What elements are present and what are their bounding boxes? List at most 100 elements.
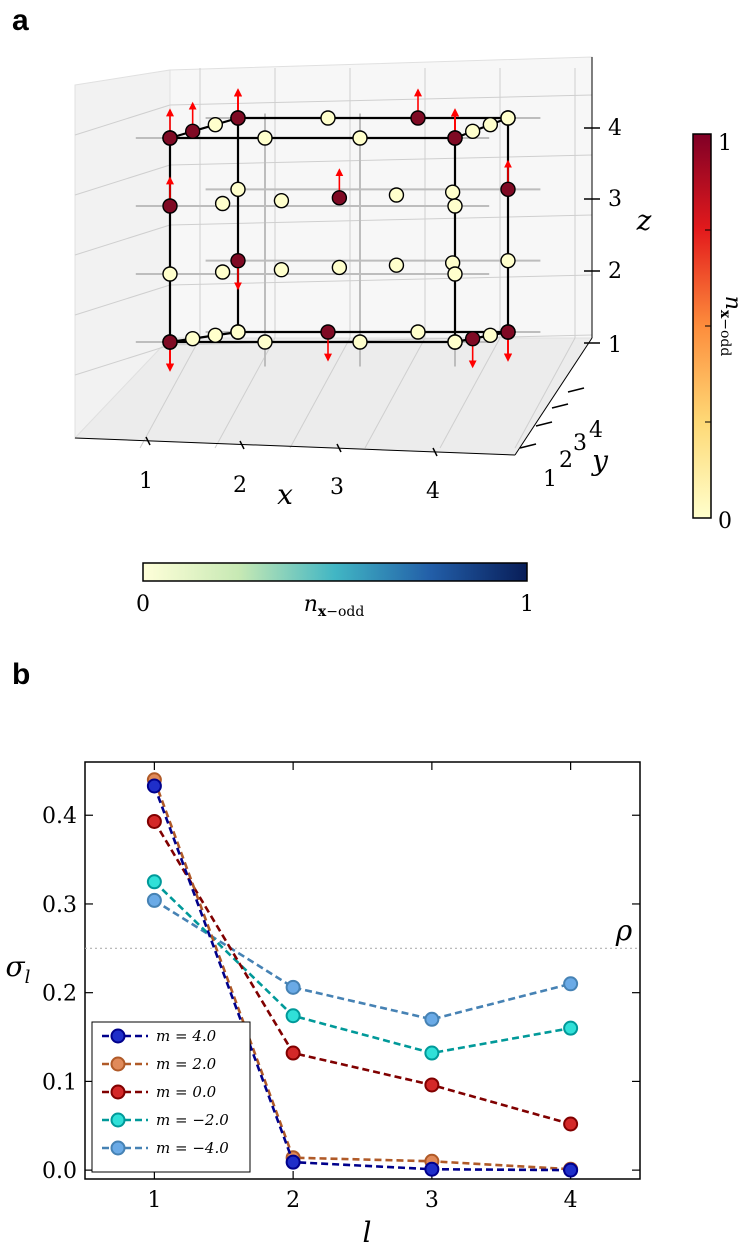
legend-label: m = 4.0 [156,1027,217,1045]
series-line [153,880,571,1055]
x-axis: 1 2 3 4 x [74,436,516,511]
site-even [482,116,499,133]
data-point [563,1020,579,1036]
x-axis-label: x [277,478,293,511]
site-odd [184,123,201,140]
y-tick-label: 0.1 [42,1070,77,1095]
series-4 [146,892,579,1027]
panel-b-label: b [12,658,30,691]
cube-edge [454,116,509,140]
colorbar-red: 1 0 nx−odd [692,131,745,534]
legend-entry: m = 0.0 [102,1083,217,1101]
colorbar-red-max: 1 [718,131,732,156]
series-line [153,785,571,1172]
site-odd [162,198,178,214]
cube-edge [169,116,239,140]
site-even [184,330,201,347]
z-axis: 4 3 2 1 z [584,57,652,358]
site-odd [162,334,178,350]
site-odd [500,324,516,340]
legend-marker [110,1084,126,1100]
panel-a-label: a [12,4,29,37]
legend-entry: m = −4.0 [102,1139,229,1157]
site-even [444,184,461,200]
legend-marker [110,1056,126,1072]
data-point [285,1154,301,1170]
y-tick-label: 0.3 [42,893,77,918]
colorbar-blue-label: nx−odd [304,592,365,620]
colorbar-blue-max: 1 [520,592,534,617]
site-odd [230,110,246,126]
site-even [273,262,290,278]
data-point [146,813,162,829]
series-group [146,772,579,1178]
x-tick-label: 3 [330,475,344,500]
x-tick-label: 2 [286,1188,300,1213]
y-tick-label: 3 [573,431,587,456]
site-even [447,334,463,350]
x-axis-label: l [363,1216,372,1249]
z-tick-label: 4 [608,116,622,141]
data-point [146,892,162,908]
data-point [146,874,162,890]
site-even [230,324,246,340]
x-tick-label: 1 [139,469,153,494]
series-line [153,779,571,1171]
data-point [424,1045,440,1061]
axis-ticks: 1 2 3 4 0.0 0.1 0.2 0.3 0.4 [42,762,640,1213]
cube-3d-plot: 1 2 3 4 x 1 2 3 4 y 4 3 2 1 z [73,56,652,511]
x-tick-label: 1 [147,1188,161,1213]
legend: m = 4.0 m = 2.0 m = 0.0 m = −2.0 m = −4.0 [91,1021,251,1173]
y-tick-label: 0.0 [42,1159,77,1184]
y-axis: 1 2 3 4 y [514,337,609,492]
site-even [257,130,273,146]
site-even [352,334,368,350]
site-odd [500,181,516,198]
colorbar-blue: 0 1 nx−odd [136,562,534,620]
data-point [285,979,301,995]
colorbar-red-min: 0 [718,509,732,534]
data-point [285,1045,301,1061]
x-tick-label: 3 [425,1188,439,1213]
site-even [388,257,405,273]
cube-back-pane [169,56,593,339]
legend-entry: m = 2.0 [102,1055,217,1073]
series-0 [146,778,579,1178]
site-even [482,327,499,344]
site-even [273,192,290,209]
site-even [162,266,178,282]
site-even [352,130,368,146]
legend-entry: m = −2.0 [102,1111,229,1129]
site-even [214,195,231,212]
site-even [410,324,426,340]
data-point [285,1008,301,1024]
colorbar-red-label: nx−odd [717,296,745,357]
site-odd [230,252,246,269]
x-tick-label: 4 [426,479,440,504]
legend-label: m = 2.0 [156,1055,217,1073]
legend-label: m = −4.0 [156,1139,229,1157]
z-tick-label: 2 [608,259,622,284]
legend-marker [110,1112,126,1128]
site-even [230,181,246,198]
site-odd [331,190,348,206]
data-point [424,1161,440,1177]
data-point [563,1162,579,1178]
legend-label: m = −2.0 [156,1111,229,1129]
data-point [424,1011,440,1027]
series-line [153,899,571,1021]
site-even [500,110,516,126]
x-tick-label: 4 [564,1188,578,1213]
y-axis-label: y [590,444,609,477]
site-odd [410,110,426,126]
data-point [424,1077,440,1093]
y-tick-label: 2 [559,448,573,473]
legend-entry: m = 4.0 [102,1027,217,1045]
z-tick-label: 3 [608,187,622,212]
site-even [257,334,273,350]
data-point [563,976,579,992]
lattice-sites [162,110,516,350]
x-tick-label: 2 [233,473,247,498]
sigma-line-chart: 1 2 3 4 0.0 0.1 0.2 0.3 0.4 l σl ρ m = 4.0 m = 2.… [6,761,641,1249]
